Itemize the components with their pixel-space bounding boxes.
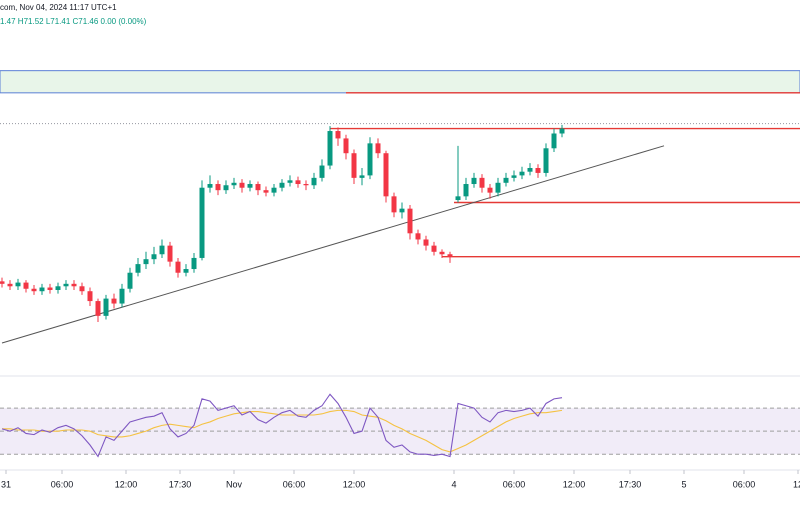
candle-body [31, 288, 37, 292]
rsi-ma-line [2, 409, 563, 453]
candle-body [255, 184, 261, 191]
candle-body [359, 175, 365, 178]
candle-body [559, 128, 565, 134]
candle-body [335, 131, 341, 139]
x-tick-label: 31 [1, 479, 11, 489]
candle-body [511, 175, 517, 178]
candle-body [431, 245, 437, 252]
candle-body [207, 184, 213, 188]
candle-body [247, 184, 253, 188]
candle-body [175, 261, 181, 273]
candle-body [399, 208, 405, 213]
rsi-line [1, 393, 563, 458]
candle-body [487, 187, 493, 193]
candle-body [143, 259, 149, 265]
candle-body [303, 184, 309, 186]
candle-body [239, 182, 245, 188]
x-tick-label: 06:00 [733, 479, 756, 489]
x-tick-label: 12:00 [343, 479, 366, 489]
x-tick-label: 12:00 [115, 479, 138, 489]
x-tick-label: 17:30 [619, 479, 642, 489]
trendline [1, 145, 665, 344]
chart-header: com, Nov 04, 2024 11:17 UTC+1 [0, 3, 117, 12]
candle-body [159, 245, 165, 255]
candle-body [551, 133, 557, 149]
candle-body [95, 301, 101, 316]
candle-body [295, 180, 301, 185]
candle-body [503, 177, 509, 183]
candle-body [79, 286, 85, 292]
candle-body [39, 287, 45, 292]
candle-body [279, 182, 285, 188]
supply-zone [0, 70, 800, 94]
candle-body [351, 153, 357, 178]
candle-body [191, 257, 197, 270]
candle-body [495, 182, 501, 193]
candle-body [63, 283, 69, 287]
candle-body [119, 288, 125, 304]
candle-body [519, 171, 525, 176]
candle-body [135, 264, 141, 273]
candle-body [127, 272, 133, 289]
candle-body [543, 148, 549, 173]
candle-body [415, 233, 421, 240]
candle-body [439, 251, 445, 255]
candle-body [87, 291, 93, 302]
candle-body [343, 138, 349, 154]
candle-body [463, 184, 469, 197]
candle-body [407, 208, 413, 234]
candle-body [55, 286, 61, 290]
candle-body [111, 298, 117, 304]
candle-body [311, 177, 317, 186]
candle-body [447, 254, 453, 257]
x-tick-label: 5 [681, 479, 686, 489]
candle-body [327, 131, 333, 166]
x-tick-label: 06:00 [503, 479, 526, 489]
candle-body [527, 168, 533, 172]
x-tick-label: 06:00 [51, 479, 74, 489]
x-tick-label: Nov [226, 479, 243, 489]
candle-body [199, 187, 205, 258]
x-tick-label: 17:30 [169, 479, 192, 489]
x-tick-label: 4 [451, 479, 456, 489]
candle-body [47, 287, 53, 290]
candle-body [23, 282, 29, 289]
candle-body [535, 168, 541, 173]
candle-body [263, 190, 269, 193]
candle-body [271, 187, 277, 193]
candle-body [383, 153, 389, 197]
candle-body [287, 180, 293, 183]
candle-body [15, 282, 21, 287]
candle-body [7, 283, 13, 287]
candle-body [71, 283, 77, 287]
candle-body [367, 143, 373, 176]
candle-body [471, 177, 477, 185]
x-tick-label: 12:00 [563, 479, 586, 489]
candle-body [103, 298, 109, 316]
candle-body [151, 254, 157, 260]
candle-body [391, 196, 397, 213]
ohlc-readout: 1.47 H71.52 L71.41 C71.46 0.00 (0.00%) [0, 17, 147, 26]
candle-body [455, 196, 461, 201]
candle-body [167, 245, 173, 262]
candle-body [479, 177, 485, 188]
candle-body [375, 143, 381, 154]
x-tick-label: 06:00 [283, 479, 306, 489]
candle-body [231, 182, 237, 186]
candle-body [423, 239, 429, 246]
candle-body [0, 281, 5, 284]
candle-body [215, 184, 221, 191]
candle-body [223, 185, 229, 191]
candle-body [183, 269, 189, 273]
candle-body [319, 165, 325, 178]
x-tick-label: 12 [793, 479, 800, 489]
